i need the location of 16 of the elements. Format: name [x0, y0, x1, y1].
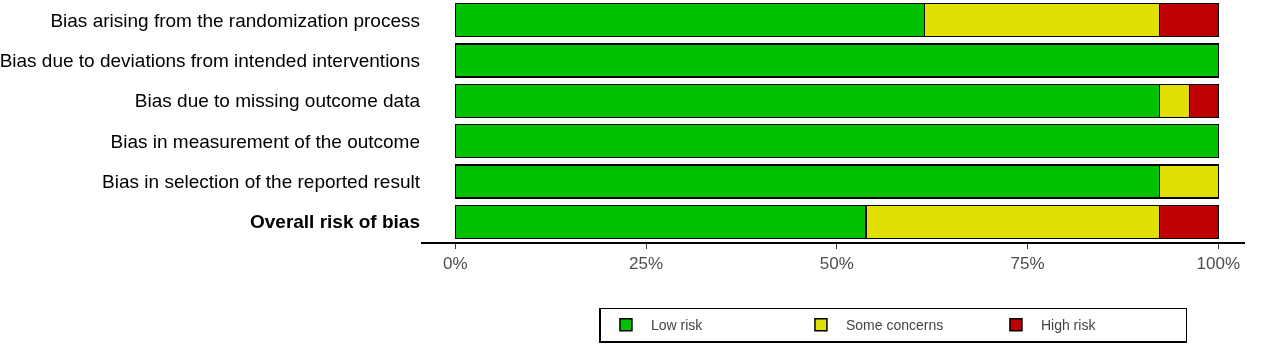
x-tick-label: 50%: [819, 254, 854, 274]
legend-label: Low risk: [650, 317, 704, 334]
y-tick-label: Bias due to deviations from intended interventions: [0, 50, 420, 72]
bar: [454, 123, 1220, 159]
y-tick-label: Bias due to missing outcome data: [134, 90, 421, 112]
x-tick-label: 75%: [1010, 254, 1045, 274]
legend-label: High risk: [1040, 317, 1097, 334]
y-tick-label: Bias arising from the randomization process: [50, 9, 420, 31]
x-tick-label: 0%: [443, 254, 468, 274]
y-tick-label: Overall risk of bias: [249, 211, 420, 233]
x-tick-label: 100%: [1196, 254, 1241, 274]
legend-label: Some concerns: [845, 317, 944, 334]
bar: [454, 43, 1220, 78]
y-tick-label: Bias in measurement of the outcome: [110, 130, 420, 152]
x-tick-label: 25%: [629, 254, 664, 274]
y-tick-label: Bias in selection of the reported result: [102, 171, 421, 193]
